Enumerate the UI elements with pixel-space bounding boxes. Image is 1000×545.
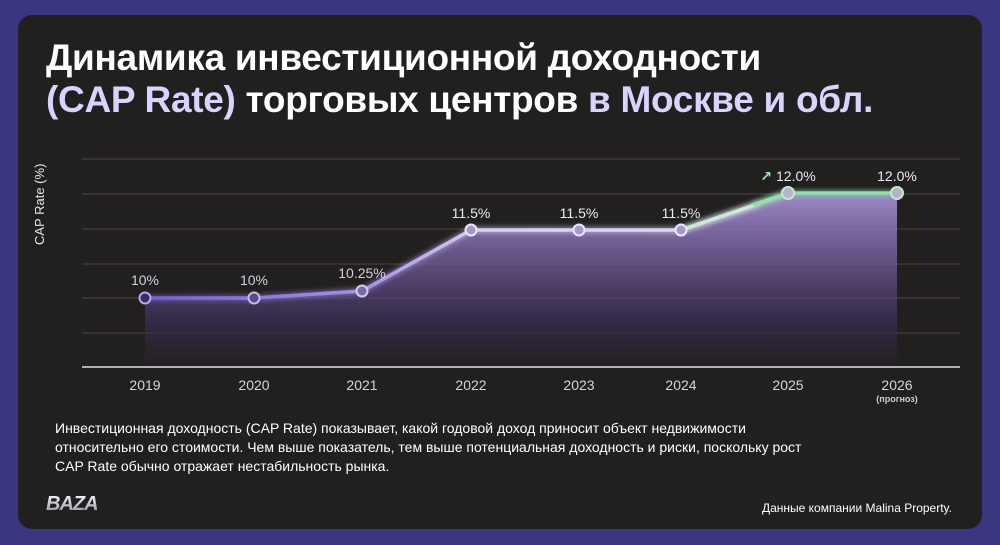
point-label-2021: 10.25%	[338, 265, 386, 281]
title-accent-cap-rate: (CAP Rate)	[46, 79, 236, 120]
point-2026	[890, 186, 904, 200]
x-tick-2026: 2026	[881, 377, 913, 393]
point-2023	[572, 223, 586, 237]
title-plain-part: торговых центров	[235, 79, 589, 120]
area-fill	[145, 193, 897, 367]
page-title: Динамика инвестиционной доходности (CAP …	[46, 37, 873, 121]
point-label-2022: 11.5%	[451, 205, 491, 221]
line-chart	[82, 158, 960, 368]
x-tick-2025: 2025	[772, 377, 804, 393]
x-tick-2022: 2022	[455, 377, 487, 393]
forecast-note: (прогноз)	[876, 394, 918, 404]
point-2019	[138, 291, 152, 305]
point-label-2025: ↗ 12.0%	[743, 168, 833, 185]
point-label-2020: 10%	[239, 272, 269, 288]
x-tick-2021: 2021	[346, 377, 378, 393]
point-2025	[781, 186, 795, 200]
x-tick-2024: 2024	[665, 377, 697, 393]
y-axis-label: CAP Rate (%)	[32, 163, 47, 245]
title-line-1: Динамика инвестиционной доходности	[46, 37, 761, 78]
x-tick-2019: 2019	[129, 377, 161, 393]
description-line-3: CAP Rate обычно отражает нестабильность …	[55, 458, 390, 474]
point-label-2026: 12.0%	[877, 168, 917, 184]
infographic-card: Динамика инвестиционной доходности (CAP …	[18, 15, 982, 529]
x-tick-2023: 2023	[563, 377, 595, 393]
description: Инвестиционная доходность (CAP Rate) пок…	[55, 419, 855, 476]
point-label-2025-value: 12.0%	[776, 168, 816, 184]
point-label-2023: 11.5%	[559, 205, 599, 221]
point-2021	[355, 284, 369, 298]
point-label-2024: 11.5%	[661, 205, 701, 221]
trend-up-arrow-icon: ↗	[760, 168, 773, 184]
point-label-2019: 10%	[130, 272, 160, 288]
point-2024	[674, 223, 688, 237]
x-tick-2026-group: 2026 (прогноз)	[857, 377, 937, 404]
x-tick-2020: 2020	[238, 377, 270, 393]
description-line-2: относительно его стоимости. Чем выше пок…	[55, 439, 802, 455]
title-line-2: (CAP Rate) торговых центров в Москве и о…	[46, 79, 873, 121]
title-accent-location: в Москве и обл.	[588, 79, 874, 120]
point-2022	[464, 223, 478, 237]
description-line-1: Инвестиционная доходность (CAP Rate) пок…	[55, 420, 746, 436]
data-points	[138, 186, 904, 305]
data-source: Данные компании Malina Property.	[761, 501, 952, 515]
baza-logo: BAZA	[46, 493, 99, 515]
point-2020	[247, 291, 261, 305]
